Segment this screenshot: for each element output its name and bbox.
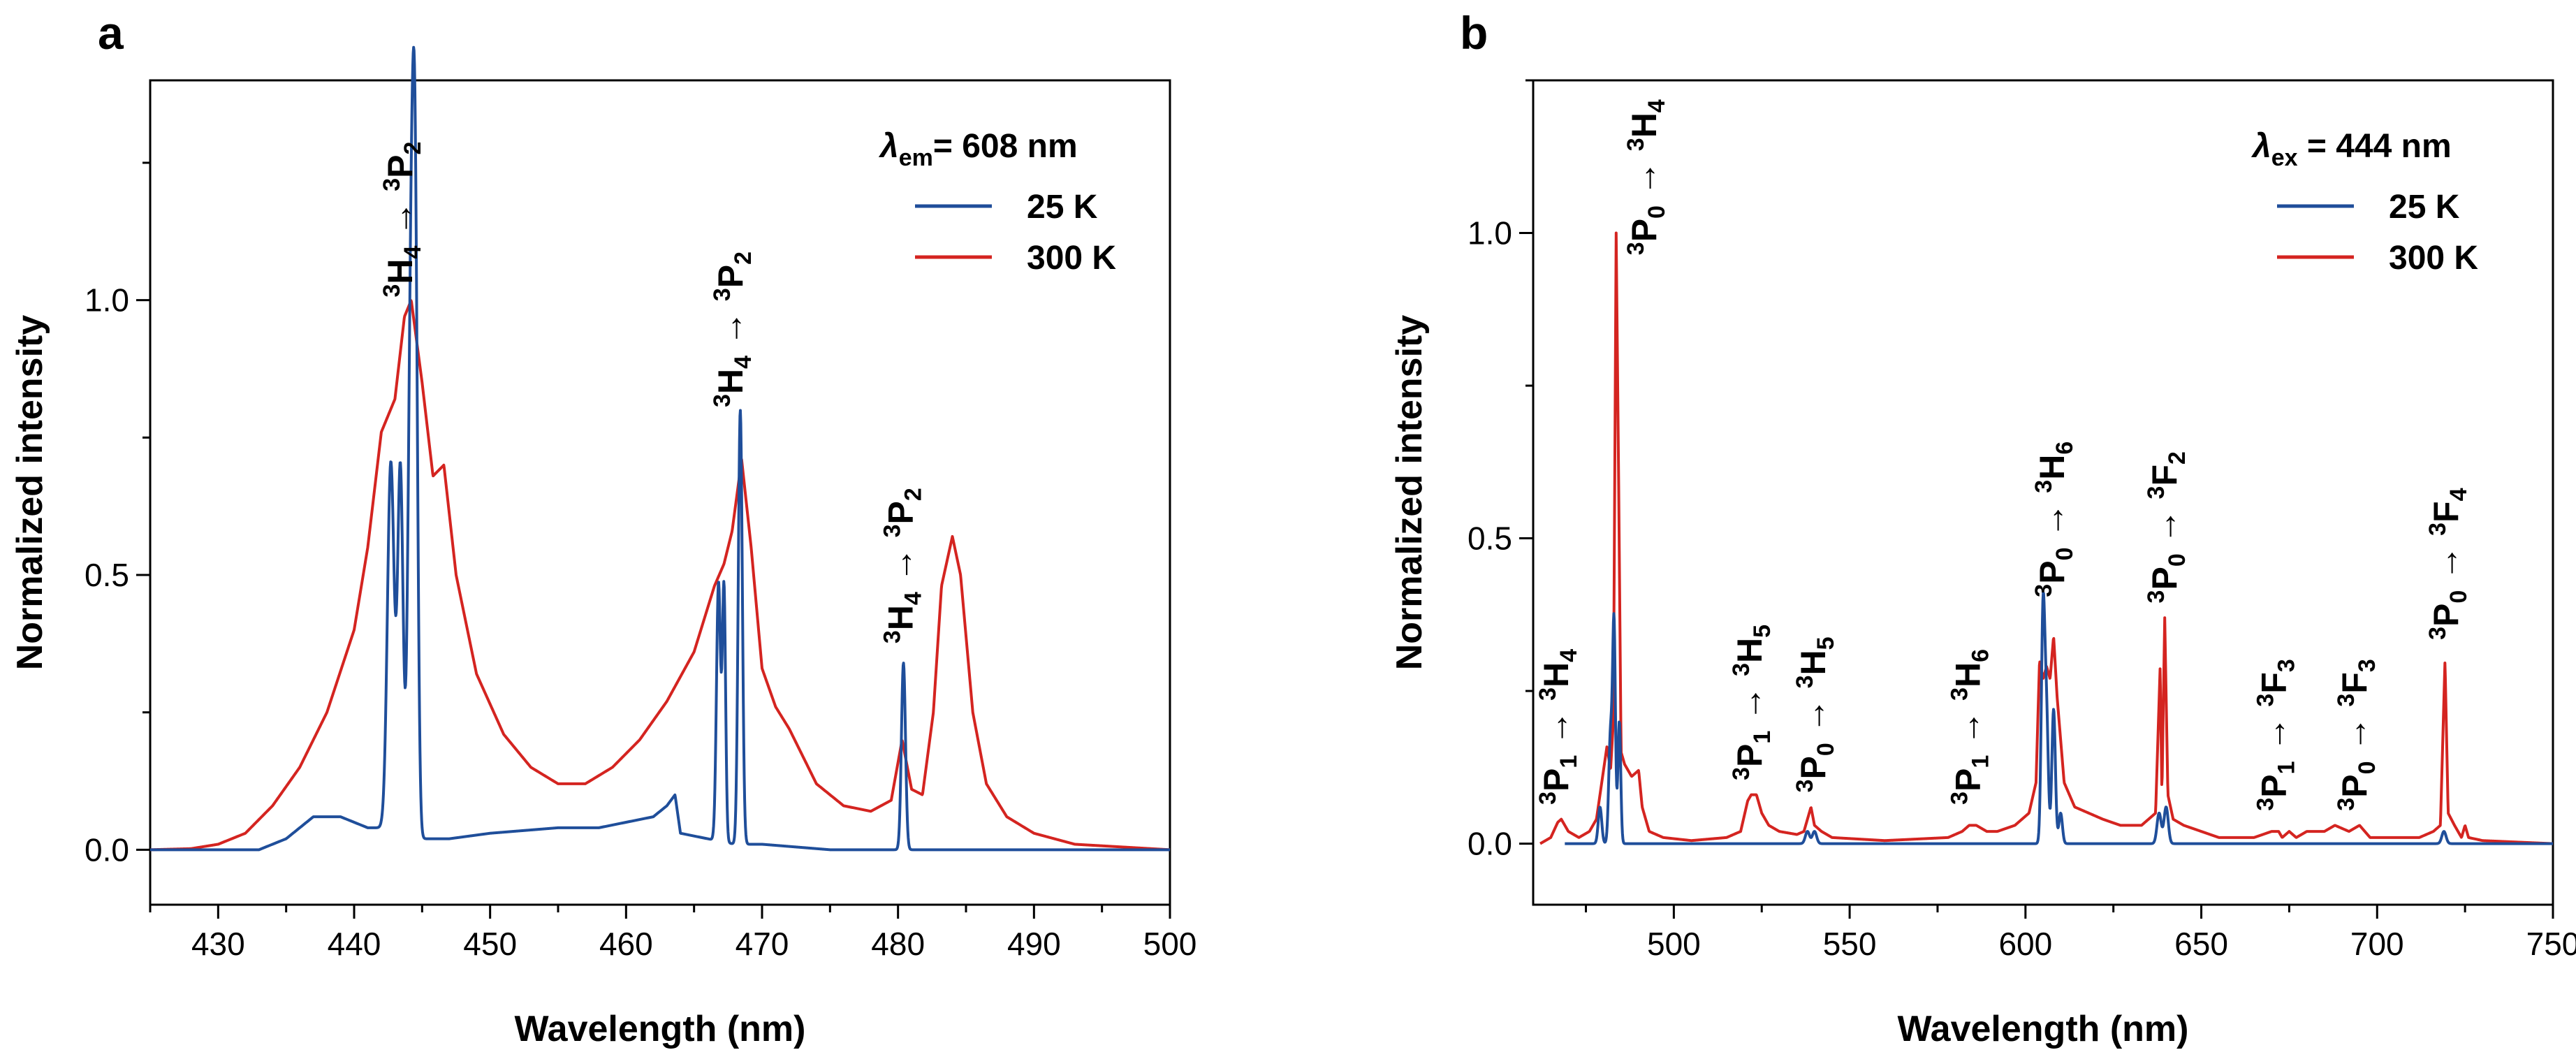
panel-a-plot-frame (149, 79, 1171, 906)
legend-value: = 444 nm (2298, 128, 2452, 165)
panel-b: b 500 550 600 650 700 750 0.0 0.5 1.0 3P1 → 3H4… (1389, 7, 2576, 1049)
panel-a-x-axis: 430 440 450 460 470 480 490 500 (149, 905, 1197, 962)
y-tick-label: 1.0 (85, 282, 129, 319)
y-tick-label: 1.0 (1468, 215, 1512, 252)
panel-b-plot-frame (1532, 79, 2554, 906)
transition-label: 3P0 → 3H6 (2030, 442, 2078, 597)
legend-label-25k: 25 K (2389, 189, 2460, 226)
transition-label: 3P1 → 3H4 (1535, 649, 1582, 805)
transition-label: 3P1 → 3H5 (1728, 625, 1776, 780)
y-tick-label: 0.5 (85, 557, 129, 593)
y-tick-label: 0.0 (85, 831, 129, 868)
legend-label-300k: 300 K (1027, 240, 1116, 277)
series-line-300k (149, 299, 1171, 852)
panel-a-annotations: 3H4 → 3P2 3H4 → 3P2 3H4 → 3P2 (379, 142, 926, 644)
transition-label: 3P0 → 3F4 (2424, 488, 2472, 639)
x-tick-label: 450 (463, 926, 517, 962)
transition-label: 3P0 → 3H5 (1792, 636, 1839, 792)
x-tick-label: 500 (1647, 926, 1701, 962)
transition-label: 3P1 → 3F3 (2252, 659, 2299, 810)
panel-b-letter: b (1460, 7, 1488, 59)
panel-b-x-label: Wavelength (nm) (1898, 1009, 2189, 1049)
lambda-symbol: λ (2251, 128, 2271, 165)
panel-b-series (1539, 231, 2554, 845)
legend-value: = 608 nm (933, 128, 1078, 165)
x-tick-label: 440 (328, 926, 381, 962)
x-tick-label: 750 (2526, 926, 2576, 962)
panel-b-legend-title: λex = 444 nm (2251, 128, 2452, 171)
transition-label: 3P0 → 3F3 (2333, 659, 2380, 810)
y-tick-label: 0.5 (1468, 520, 1512, 557)
x-tick-label: 470 (736, 926, 789, 962)
panel-b-annotations: 3P1 → 3H4 3P0 → 3H4 3P1 → 3H5 3P0 → 3H5 3P1 … (1535, 99, 2472, 810)
transition-label: 3H4 → 3P2 (879, 488, 927, 643)
transition-label: 3H4 → 3P2 (709, 252, 756, 407)
x-tick-label: 550 (1823, 926, 1877, 962)
panel-b-y-label: Normalized intensity (1389, 315, 1430, 671)
series-line-25k (1563, 591, 2554, 845)
transition-label: 3P0 → 3H4 (1623, 99, 1670, 255)
transition-label: 3P0 → 3F2 (2143, 451, 2190, 603)
legend-sub: ex (2271, 145, 2298, 171)
panel-b-x-axis: 500 550 600 650 700 750 (1585, 905, 2576, 962)
x-tick-label: 430 (191, 926, 245, 962)
x-tick-label: 490 (1007, 926, 1061, 962)
legend-sub: em (899, 145, 933, 171)
panel-a-y-label: Normalized intensity (10, 315, 50, 671)
legend-label-300k: 300 K (2389, 240, 2478, 277)
x-tick-label: 650 (2174, 926, 2228, 962)
panel-a: a 430 440 450 460 470 480 490 500 0.0 0.5 1.0 3H4… (10, 7, 1196, 1049)
y-tick-label: 0.0 (1468, 826, 1512, 862)
x-tick-label: 700 (2350, 926, 2404, 962)
transition-label: 3P1 → 3H6 (1946, 649, 1993, 805)
panel-a-x-label: Wavelength (nm) (515, 1009, 806, 1049)
panel-a-legend: λem= 608 nm 25 K 300 K (878, 128, 1116, 277)
x-tick-label: 460 (599, 926, 653, 962)
panel-b-legend: λex = 444 nm 25 K 300 K (2251, 128, 2478, 277)
legend-label-25k: 25 K (1027, 189, 1098, 226)
transition-label: 3H4 → 3P2 (379, 142, 426, 298)
panel-a-legend-title: λem= 608 nm (878, 128, 1078, 171)
panel-a-series (149, 45, 1171, 852)
panel-a-y-axis: 0.0 0.5 1.0 (85, 161, 150, 868)
lambda-symbol: λ (878, 128, 899, 165)
x-tick-label: 600 (1998, 926, 2052, 962)
panel-a-letter: a (98, 7, 124, 59)
series-line-25k (149, 45, 1171, 852)
x-tick-label: 500 (1143, 926, 1197, 962)
panel-b-y-axis: 0.0 0.5 1.0 (1468, 79, 1533, 862)
x-tick-label: 480 (871, 926, 925, 962)
